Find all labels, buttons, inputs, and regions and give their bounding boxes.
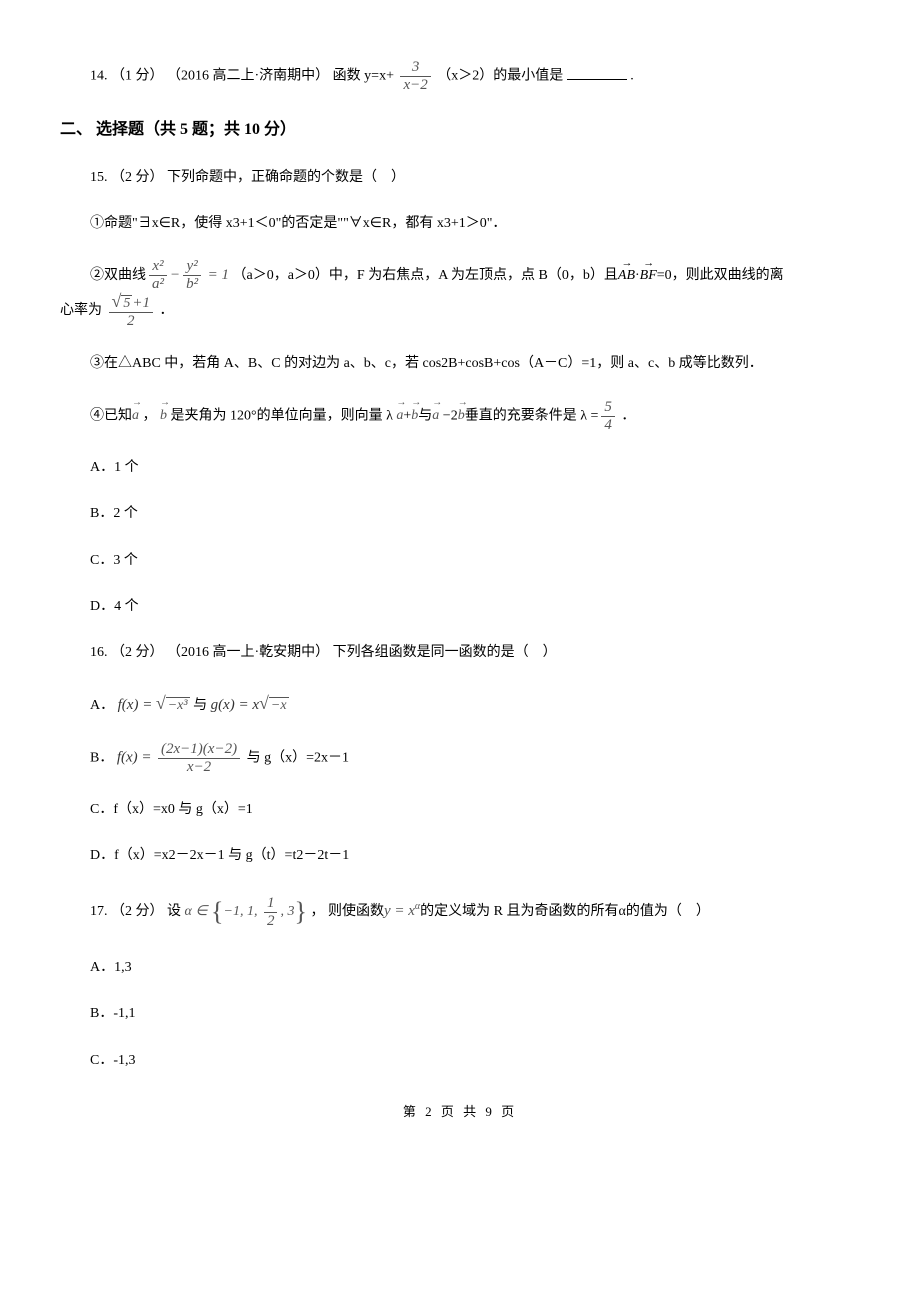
question-14: 14. （1 分） （2016 高二上·济南期中） 函数 y=x+ 3 x−2 … xyxy=(60,60,860,93)
sqrt-2: √−x xyxy=(259,689,289,718)
page-footer: 第 2 页 共 9 页 xyxy=(60,1102,860,1123)
vector-a: a xyxy=(132,405,139,427)
q15-option-a[interactable]: A．1 个 xyxy=(60,457,860,479)
q15-option-c[interactable]: C．3 个 xyxy=(60,550,860,572)
q17-func: y = xα xyxy=(384,903,420,919)
q14-number: 14. xyxy=(90,69,108,84)
q14-text-a: 函数 y=x+ xyxy=(333,69,394,84)
q16-option-c[interactable]: C．f（x）=x0 与 g（x）=1 xyxy=(60,799,860,821)
sqrt-1: √−x³ xyxy=(156,689,190,718)
q16-points: （2 分） xyxy=(111,645,164,660)
q17-points: （2 分） xyxy=(111,904,164,919)
answer-blank[interactable] xyxy=(567,66,627,80)
vector-AB: AB xyxy=(618,265,635,287)
q17-option-a[interactable]: A．1,3 xyxy=(60,957,860,979)
q16-option-b[interactable]: B． f(x) = (2x−1)(x−2) x−2 与 g（x）=2x－1 xyxy=(60,742,860,775)
section-2-header: 二、 选择题（共 5 题；共 10 分） xyxy=(60,117,860,143)
q15-frac1: x² a² xyxy=(149,259,167,292)
q15-option-d[interactable]: D．4 个 xyxy=(60,596,860,618)
q14-source: （2016 高二上·济南期中） xyxy=(167,69,329,84)
q15-statement-3: ③在△ABC 中，若角 A、B、C 的对边为 a、b、c，若 cos2B+cos… xyxy=(60,353,860,375)
q16-number: 16. xyxy=(90,645,108,660)
q15-frac3: √5+1 2 xyxy=(109,292,154,329)
q17-text-b: ， 则使函数 xyxy=(310,904,384,919)
q17-text-c: 的定义域为 R 且为奇函数的所有α的值为（ ） xyxy=(420,904,710,919)
question-17: 17. （2 分） 设 α ∈ {−1, 1, 1 2 , 3} ， 则使函数y… xyxy=(60,891,860,933)
q14-text-b: （x＞2）的最小值是 xyxy=(437,69,563,84)
vector-BF: BF xyxy=(640,265,657,287)
q15-statement-2: ②双曲线 x² a² − y² b² = 1 （a＞0，a＞0）中，F 为右焦点… xyxy=(60,259,860,329)
q15-number: 15. xyxy=(90,170,108,185)
q17-option-b[interactable]: B．-1,1 xyxy=(60,1003,860,1025)
q16-source: （2016 高一上·乾安期中） xyxy=(167,645,329,660)
q16-option-a[interactable]: A． f(x) = √−x³ 与 g(x) = x√−x xyxy=(60,689,860,718)
q17-option-c[interactable]: C．-1,3 xyxy=(60,1050,860,1072)
alpha-set: α ∈ {−1, 1, 1 2 , 3} xyxy=(181,904,310,919)
q15-points: （2 分） xyxy=(111,170,164,185)
q17-text-a: 设 xyxy=(167,904,181,919)
q14-points: （1 分） xyxy=(111,69,164,84)
q15-statement-4: ④已知a ， b 是夹角为 120°的单位向量，则向量 λ a+b与a −2b垂… xyxy=(60,400,860,433)
q15-statement-1: ①命题"∃x∈R，使得 x3+1＜0"的否定是""∀x∈R，都有 x3+1＞0"… xyxy=(60,213,860,235)
vector-a3: a xyxy=(432,405,439,427)
vector-b3: b xyxy=(458,405,465,427)
q17-number: 17. xyxy=(90,904,108,919)
vector-b: b xyxy=(160,405,167,427)
q14-fraction: 3 x−2 xyxy=(400,60,430,93)
q15-text: 下列命题中，正确命题的个数是（ ） xyxy=(167,170,405,185)
question-15: 15. （2 分） 下列命题中，正确命题的个数是（ ） xyxy=(60,167,860,189)
vector-b2: b xyxy=(411,405,418,427)
q15-frac4: 5 4 xyxy=(601,400,615,433)
q17-set-frac: 1 2 xyxy=(264,896,278,929)
q16-frac: (2x−1)(x−2) x−2 xyxy=(158,742,240,775)
question-16: 16. （2 分） （2016 高一上·乾安期中） 下列各组函数是同一函数的是（… xyxy=(60,642,860,664)
q14-period: . xyxy=(630,69,634,84)
q15-option-b[interactable]: B．2 个 xyxy=(60,503,860,525)
q15-frac2: y² b² xyxy=(183,259,201,292)
q16-text: 下列各组函数是同一函数的是（ ） xyxy=(333,645,557,660)
vector-a2: a xyxy=(396,405,403,427)
q16-option-d[interactable]: D．f（x）=x2－2x－1 与 g（t）=t2－2t－1 xyxy=(60,845,860,867)
